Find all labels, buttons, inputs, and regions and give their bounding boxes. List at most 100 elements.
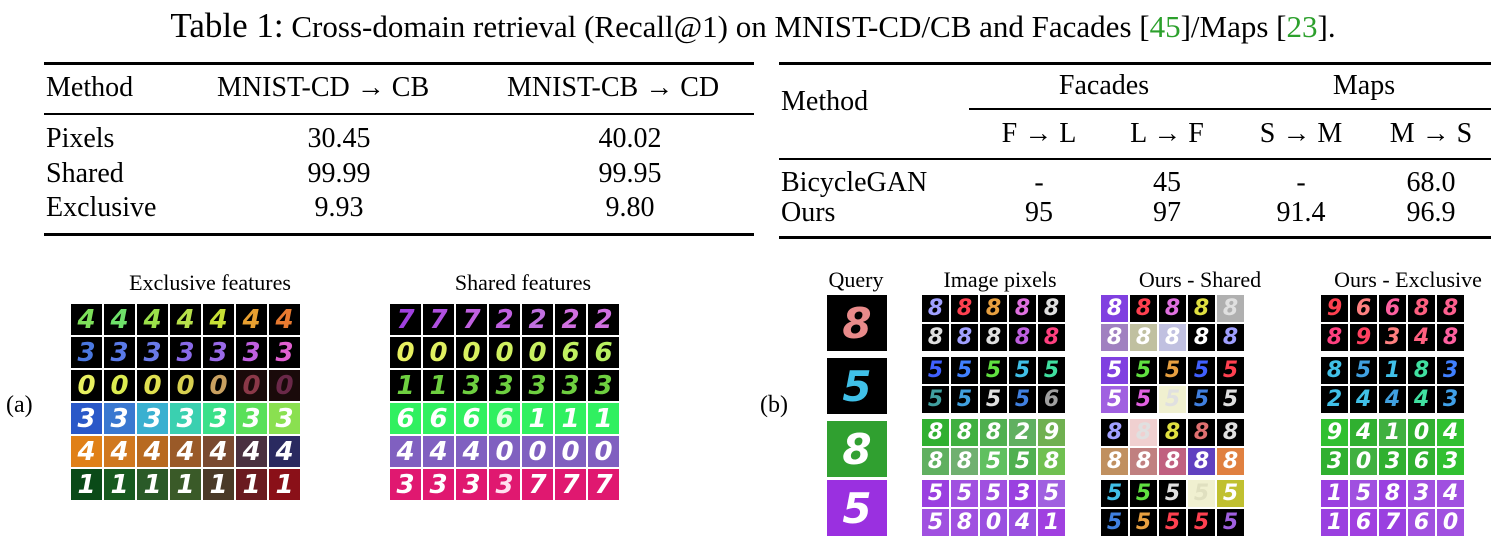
digit-tile: 5: [1216, 508, 1245, 537]
digit-tile: 0: [268, 369, 301, 402]
digit-tile: 3: [202, 402, 235, 435]
digit-tile: 8: [1100, 447, 1129, 476]
digit-tile: 0: [554, 435, 587, 468]
digit-tile: 2: [488, 303, 521, 336]
digit-tile: 5: [921, 385, 950, 414]
digit-tile: 1: [1320, 508, 1349, 537]
digit-tile: 3: [169, 402, 202, 435]
table-top-rule: [44, 62, 754, 65]
digit-tile: 1: [1378, 418, 1407, 447]
digit-tile: 5: [1349, 479, 1378, 508]
digit-tile: 5: [1100, 479, 1129, 508]
digit-tile: 8: [921, 294, 950, 323]
digit-tile: 7: [455, 303, 488, 336]
query-image: 5: [827, 358, 887, 414]
digit-tile: 3: [422, 468, 455, 501]
digit-tile: 4: [1378, 385, 1407, 414]
ours-exclusive-title: Ours - Exclusive: [1334, 267, 1482, 292]
digit-tile: 5: [950, 479, 979, 508]
digit-tile: 4: [1436, 418, 1465, 447]
digit-tile: 8: [1216, 294, 1245, 323]
digit-tile: 8: [1187, 418, 1216, 447]
digit-tile: 5: [1158, 479, 1187, 508]
citation-link-45[interactable]: 45: [1149, 9, 1181, 44]
caption-mid: ]/Maps [: [1180, 9, 1287, 44]
digit-tile: 1: [169, 468, 202, 501]
query-image: 8: [827, 421, 887, 477]
digit-tile: 6: [389, 402, 422, 435]
digit-tile: 6: [1407, 508, 1436, 537]
row-value: 91.4: [1276, 197, 1326, 228]
header-mnist-cd-cb: MNIST-CD → CB: [217, 72, 430, 103]
digit-tile: 8: [1158, 447, 1187, 476]
digit-tile: 4: [202, 303, 235, 336]
digit-tile: 8: [1187, 294, 1216, 323]
row-value: -: [1296, 167, 1306, 198]
digit-tile: 0: [103, 369, 136, 402]
digit-tile: 1: [103, 468, 136, 501]
digit-tile: 8: [1100, 418, 1129, 447]
digit-tile: 8: [1407, 294, 1436, 323]
digit-tile: 8: [1037, 323, 1066, 352]
digit-tile: 0: [422, 336, 455, 369]
row-method: Pixels: [46, 123, 115, 154]
digit-tile: 8: [950, 294, 979, 323]
digit-tile: 2: [587, 303, 620, 336]
digit-tile: 8: [1129, 447, 1158, 476]
digit-tile: 4: [1349, 385, 1378, 414]
digit-tile: 3: [136, 336, 169, 369]
digit-tile: 8: [950, 323, 979, 352]
digit-tile: 5: [1349, 356, 1378, 385]
digit-tile: 2: [554, 303, 587, 336]
digit-tile: 5: [1187, 508, 1216, 537]
digit-tile: 3: [235, 336, 268, 369]
digit-tile: 6: [1349, 508, 1378, 537]
table-top-rule: [779, 62, 1491, 65]
digit-tile: 3: [268, 336, 301, 369]
digit-tile: 1: [521, 402, 554, 435]
digit-tile: 1: [389, 369, 422, 402]
digit-tile: 5: [979, 447, 1008, 476]
digit-tile: 7: [1378, 508, 1407, 537]
digit-tile: 3: [488, 468, 521, 501]
digit-tile: 1: [1037, 508, 1066, 537]
digit-tile: 0: [979, 508, 1008, 537]
table-caption: Table 1: Cross-domain retrieval (Recall@…: [0, 6, 1506, 46]
citation-link-23[interactable]: 23: [1286, 9, 1318, 44]
digit-tile: 7: [422, 303, 455, 336]
digit-tile: 4: [389, 435, 422, 468]
digit-tile: 0: [521, 336, 554, 369]
digit-tile: 4: [70, 303, 103, 336]
digit-tile: 4: [455, 435, 488, 468]
digit-tile: 7: [587, 468, 620, 501]
image-pixels-title: Image pixels: [943, 267, 1057, 292]
digit-tile: 3: [389, 468, 422, 501]
row-value: 9.93: [314, 192, 364, 223]
digit-tile: 3: [1436, 356, 1465, 385]
table-bottom-rule: [779, 236, 1491, 239]
digit-tile: 8: [979, 418, 1008, 447]
digit-tile: 5: [1158, 356, 1187, 385]
panel-a-label: (a): [6, 392, 33, 418]
digit-tile: 6: [422, 402, 455, 435]
row-value: 9.80: [605, 192, 655, 223]
digit-tile: 0: [587, 435, 620, 468]
digit-tile: 8: [1187, 447, 1216, 476]
header-method: Method: [46, 72, 134, 103]
digit-tile: 4: [268, 303, 301, 336]
digit-tile: 8: [1008, 294, 1037, 323]
digit-tile: 8: [1129, 323, 1158, 352]
digit-tile: 8: [1216, 447, 1245, 476]
digit-tile: 9: [1037, 418, 1066, 447]
digit-tile: 1: [136, 468, 169, 501]
digit-tile: 3: [169, 336, 202, 369]
digit-tile: 4: [136, 303, 169, 336]
digit-tile: 4: [1008, 508, 1037, 537]
digit-tile: 3: [268, 402, 301, 435]
